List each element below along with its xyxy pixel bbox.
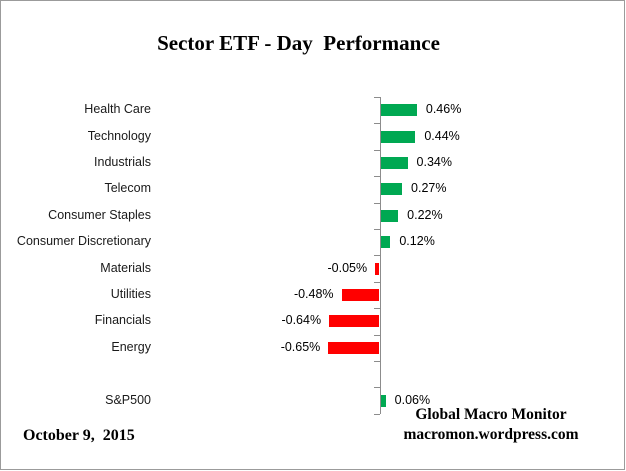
bar-technology (381, 131, 416, 143)
bar-industrials (381, 157, 408, 169)
category-label: Technology (87, 129, 151, 143)
category-label: S&P500 (105, 393, 151, 407)
axis-tick (374, 361, 380, 362)
axis-tick (374, 229, 380, 230)
bar-consumer-staples (381, 210, 399, 222)
bar-s-p500 (381, 395, 386, 407)
bar-energy (328, 342, 379, 354)
category-label: Industrials (94, 155, 151, 169)
bar-telecom (381, 183, 403, 195)
category-label: Utilities (110, 287, 151, 301)
value-label: -0.05% (327, 261, 368, 275)
footer-date: October 9, 2015 (23, 427, 135, 444)
category-label: Consumer Discretionary (16, 234, 151, 248)
value-label: 0.12% (399, 234, 435, 248)
category-label: Financials (94, 313, 151, 327)
axis-tick (374, 282, 380, 283)
bar-utilities (341, 289, 379, 301)
category-label: Consumer Staples (48, 208, 151, 222)
axis-tick (374, 150, 380, 151)
axis-tick (374, 176, 380, 177)
chart-title: Sector ETF - Day Performance (157, 31, 440, 55)
value-axis-line (380, 97, 381, 414)
axis-tick (374, 335, 380, 336)
value-label: -0.64% (281, 313, 322, 327)
bar-consumer-discretionary (381, 236, 391, 248)
credit-line-1: Global Macro Monitor (415, 406, 567, 423)
value-label: 0.44% (424, 129, 460, 143)
value-label: 0.06% (394, 393, 431, 407)
value-label: -0.65% (280, 340, 321, 354)
value-label: -0.48% (293, 287, 334, 301)
value-label: 0.27% (411, 181, 447, 195)
category-label: Materials (100, 261, 151, 275)
axis-tick (374, 123, 380, 124)
category-label: Health Care (84, 102, 151, 116)
axis-tick (374, 387, 380, 388)
axis-tick (374, 414, 380, 415)
category-label: Energy (111, 340, 151, 354)
bar-materials (375, 263, 379, 275)
bar-financials (329, 315, 379, 327)
credit-line-2: macromon.wordpress.com (403, 426, 579, 443)
footer-credit: Global Macro Monitor macromon.wordpress.… (381, 405, 601, 445)
axis-tick (374, 203, 380, 204)
value-label: 0.34% (416, 155, 452, 169)
value-label: 0.46% (425, 102, 462, 116)
axis-tick (374, 97, 380, 98)
axis-tick (374, 308, 380, 309)
axis-tick (374, 255, 380, 256)
value-label: 0.22% (407, 208, 443, 222)
bar-health-care (381, 104, 417, 116)
category-label: Telecom (104, 181, 151, 195)
